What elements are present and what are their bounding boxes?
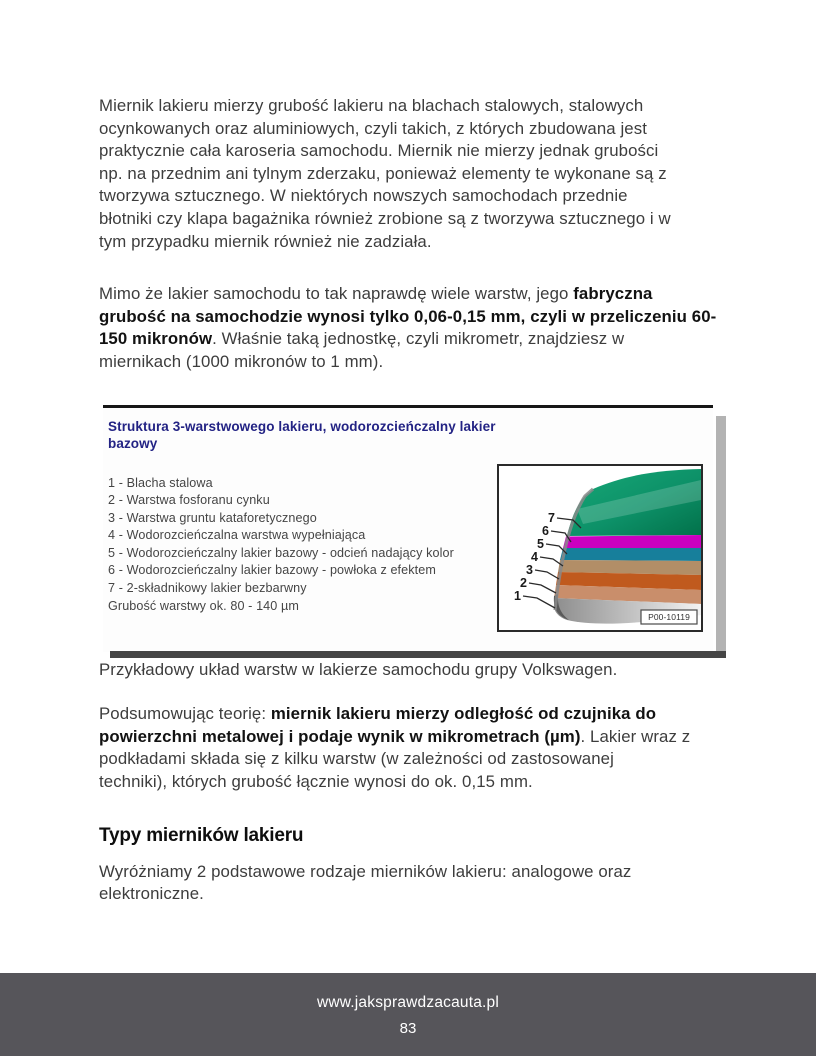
figure-shadow-bottom (110, 650, 726, 658)
diagram-number-3: 3 (526, 563, 533, 577)
paragraph-meter-types: Wyróżniamy 2 podstawowe rodzaje miernikó… (99, 861, 632, 904)
layer-list-item-6: 6 - Wodorozcieńczalny lakier bazowy - po… (108, 563, 436, 578)
diagram-layer6-shape (563, 534, 701, 548)
diagram-layer5-shape (560, 547, 701, 561)
layer-list-item-1: 1 - Blacha stalowa (108, 475, 213, 490)
paragraph-thickness-normal2: . Właśnie taką jednostkę, czyli mikromet… (99, 329, 625, 371)
figure-thickness-note: Grubość warstwy ok. 80 - 140 µm (108, 598, 299, 613)
diagram-number-1: 1 (514, 589, 521, 603)
diagram-layer2-shape (554, 584, 701, 604)
layer-list-item-3: 3 - Warstwa gruntu kataforetycznego (108, 510, 317, 525)
section-heading-meter-types: Typy mierników lakieru (99, 824, 304, 846)
diagram-number-7: 7 (548, 511, 555, 525)
figure-layer-list: 1 - Blacha stalowa 2 - Warstwa fosforanu… (108, 475, 454, 598)
diagram-number-2: 2 (520, 576, 527, 590)
figure-shadow-right (716, 415, 726, 658)
paragraph-thickness-normal: Mimo że lakier samochodu to tak naprawdę… (99, 284, 574, 304)
figure-top-rule (103, 404, 713, 408)
paragraph-summary: Podsumowując teorię: miernik lakieru mie… (99, 703, 721, 793)
diagram-green-highlight (577, 479, 701, 524)
diagram-number-5: 5 (537, 537, 544, 551)
diagram-layer7-shape (567, 468, 701, 536)
paragraph-thickness-bold: fabryczna grubość na samochodzie wynosi … (99, 284, 717, 349)
diagram-code-label: P00-10119 (648, 612, 690, 622)
paragraph-thickness: Mimo że lakier samochodu to tak naprawdę… (99, 283, 721, 373)
footer-site-url: www.jaksprawdzacauta.pl (316, 994, 500, 1011)
figure-caption: Przykładowy układ warstw w lakierze samo… (99, 659, 618, 679)
diagram-code-box (640, 608, 698, 625)
paragraph-summary-normal2: . Lakier wraz z podkładami składa się z … (99, 726, 691, 791)
page-footer: www.jaksprawdzacauta.pl 83 (0, 973, 816, 1056)
layer-list-item-7: 7 - 2-składnikowy lakier bezbarwny (108, 580, 307, 595)
page-content: Miernik lakieru mierzy grubość lakieru n… (99, 95, 726, 936)
diagram-number-4: 4 (531, 550, 538, 564)
diagram-number-6: 6 (542, 524, 549, 538)
footer-page-number: 83 (399, 1020, 417, 1037)
paragraph-summary-bold: miernik lakieru mierzy odległość od czuj… (99, 704, 657, 746)
diagram-layer3-shape (556, 571, 701, 590)
paragraph-intro: Miernik lakieru mierzy grubość lakieru n… (99, 96, 671, 251)
layer-list-item-2: 2 - Warstwa fosforanu cynku (108, 493, 270, 508)
paragraph-summary-normal: Podsumowując teorię: (99, 704, 271, 724)
paint-structure-figure: Struktura 3-warstwowego lakieru, wodoroz… (103, 404, 726, 658)
paint-layers-diagram: 7 6 5 4 3 2 1 P00-10119 (497, 463, 703, 632)
figure-title: Struktura 3-warstwowego lakieru, wodoroz… (108, 418, 496, 451)
diagram-leader-lines (522, 516, 582, 609)
layer-list-item-4: 4 - Wodorozcieńczalna warstwa wypełniają… (108, 528, 366, 543)
diagram-left-rim (553, 487, 595, 610)
diagram-layer4-shape (558, 559, 701, 575)
layer-list-item-5: 5 - Wodorozcieńczalny lakier bazowy - od… (108, 545, 454, 560)
